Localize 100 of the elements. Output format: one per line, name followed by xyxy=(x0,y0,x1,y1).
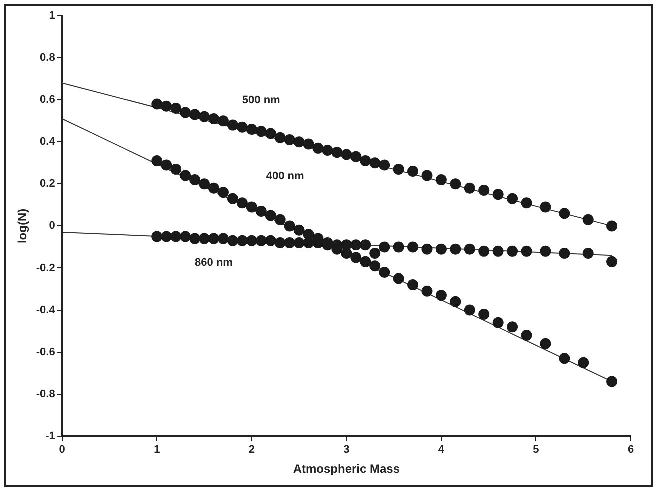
point xyxy=(274,214,286,226)
point xyxy=(256,126,267,138)
point xyxy=(236,235,248,246)
point xyxy=(370,158,381,169)
point xyxy=(152,231,163,242)
point xyxy=(436,244,447,255)
point xyxy=(322,145,334,156)
point xyxy=(578,357,590,368)
point xyxy=(294,136,305,148)
point xyxy=(559,353,570,364)
x-tick-label: 6 xyxy=(628,444,634,456)
y-tick-label: -0.8 xyxy=(36,388,56,400)
x-tick-label: 0 xyxy=(59,444,66,456)
point xyxy=(341,248,352,260)
y-tick-label: 0.2 xyxy=(40,178,56,190)
x-axis-title: Atmospheric Mass xyxy=(293,462,400,476)
point xyxy=(170,231,182,242)
point xyxy=(606,376,618,388)
point xyxy=(227,120,238,131)
point xyxy=(478,246,490,257)
text: 400 nm xyxy=(266,170,305,183)
y-axis-title: log(N) xyxy=(16,208,30,244)
point xyxy=(236,122,248,133)
x-tick-label: 5 xyxy=(533,444,540,456)
point xyxy=(606,256,618,268)
point xyxy=(303,138,314,150)
point xyxy=(170,164,182,175)
point xyxy=(582,214,594,226)
y-tick-label: 0.4 xyxy=(40,136,56,148)
point xyxy=(190,174,201,186)
point xyxy=(350,240,362,251)
point xyxy=(478,184,490,196)
point xyxy=(274,132,286,144)
point xyxy=(284,238,296,249)
point xyxy=(408,280,419,291)
point xyxy=(492,246,504,257)
point xyxy=(464,182,476,194)
point xyxy=(559,208,570,220)
point xyxy=(507,193,518,204)
point xyxy=(350,151,362,162)
point xyxy=(284,220,296,232)
point xyxy=(161,231,172,242)
point xyxy=(227,193,238,204)
point xyxy=(236,198,248,209)
point xyxy=(360,156,372,167)
y-tick-label: 0.6 xyxy=(40,94,56,106)
point xyxy=(161,160,172,171)
series-label: 500 nm xyxy=(242,94,281,106)
point xyxy=(152,98,163,110)
point xyxy=(540,338,552,350)
point xyxy=(180,170,192,182)
point xyxy=(408,242,419,253)
point xyxy=(606,220,618,232)
point xyxy=(379,160,390,171)
point xyxy=(393,273,404,284)
point xyxy=(180,231,192,242)
point xyxy=(507,322,518,333)
y-tick-label: -1 xyxy=(46,430,56,442)
point xyxy=(393,164,404,175)
point xyxy=(256,206,267,217)
point xyxy=(265,235,276,246)
point xyxy=(246,202,258,213)
point xyxy=(208,182,220,194)
point xyxy=(464,304,476,316)
point xyxy=(422,286,433,297)
point xyxy=(294,238,305,249)
point xyxy=(284,134,296,146)
x-tick-label: 3 xyxy=(344,444,350,456)
point xyxy=(190,109,201,120)
point xyxy=(422,170,433,182)
point xyxy=(152,156,163,167)
series-label: 860 nm xyxy=(195,256,234,269)
point xyxy=(450,244,462,255)
point xyxy=(303,229,314,240)
x-tick-label: 2 xyxy=(248,444,255,456)
point xyxy=(379,266,390,278)
point xyxy=(199,111,210,122)
x-tick-label: 4 xyxy=(438,444,446,456)
point xyxy=(559,248,570,260)
point xyxy=(350,252,362,264)
point xyxy=(180,107,192,118)
point xyxy=(436,174,447,186)
y-tick-label: 1 xyxy=(49,10,56,22)
point xyxy=(521,198,532,209)
point xyxy=(436,290,447,302)
point xyxy=(274,238,286,249)
point xyxy=(341,149,352,160)
point xyxy=(265,128,276,140)
point xyxy=(218,187,229,198)
point xyxy=(170,102,182,114)
point xyxy=(393,242,404,253)
point xyxy=(246,235,258,246)
point xyxy=(256,235,267,246)
point xyxy=(464,244,476,255)
point xyxy=(294,224,305,236)
point xyxy=(370,248,381,260)
point xyxy=(521,246,532,257)
x-tick-label: 1 xyxy=(154,444,160,456)
point xyxy=(540,202,552,213)
point xyxy=(370,260,381,272)
